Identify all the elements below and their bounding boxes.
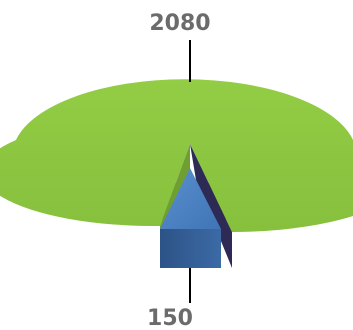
data-label-large: 2080 <box>149 11 210 36</box>
slice-small-top <box>160 168 221 229</box>
slice-large-inner-wall-left <box>160 144 190 232</box>
slice-large-inner-wall-right <box>190 144 232 268</box>
data-label-small: 150 <box>147 306 193 330</box>
slice-small-side <box>160 229 221 268</box>
slice-large-top <box>0 79 353 232</box>
